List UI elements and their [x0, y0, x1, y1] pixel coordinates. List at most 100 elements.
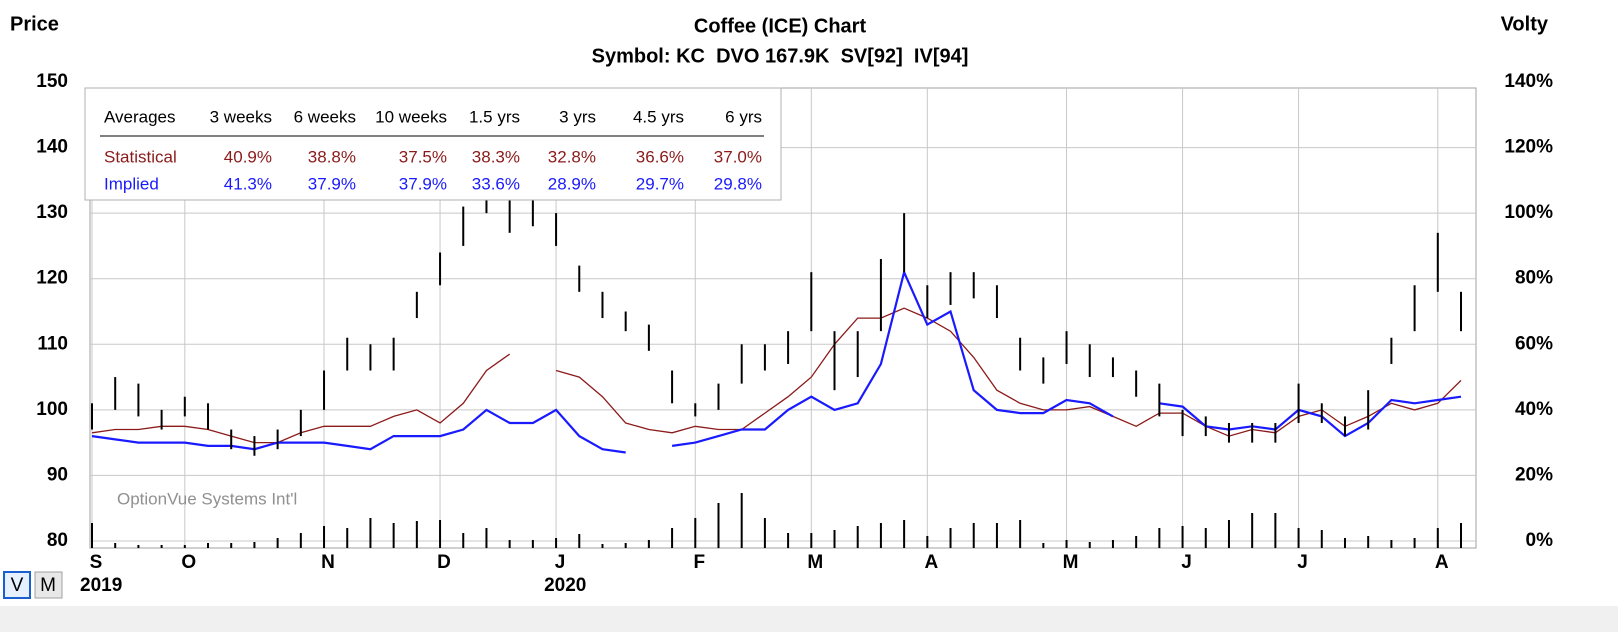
volume-bar	[299, 533, 302, 548]
year-label: 2019	[80, 575, 122, 596]
table-box	[84, 87, 782, 201]
y-tick-label: 130	[36, 202, 68, 223]
x-tick-label: J	[1297, 552, 1308, 573]
y2-tick-label: 60%	[1515, 333, 1553, 354]
volume-bar	[1320, 530, 1323, 548]
volume-bar	[787, 533, 790, 548]
volume-bar	[253, 542, 256, 548]
volume-bar	[578, 534, 581, 548]
averages-table: Averages 3 weeks 6 weeks 10 weeks 1.5 yrs 3 y…	[84, 87, 782, 201]
implied-volatility-line	[91, 408, 626, 454]
volume-bar	[810, 533, 813, 548]
volume-bar	[346, 528, 349, 548]
volume-bar	[1436, 528, 1439, 548]
x-tick-label: F	[693, 552, 705, 573]
y-tick-label: 90	[47, 464, 68, 485]
volume-bar	[531, 540, 534, 548]
y-tick-label: 120	[36, 268, 68, 289]
button-v[interactable]	[3, 571, 31, 599]
volume-bar	[1251, 513, 1254, 548]
volume-bar	[694, 518, 697, 548]
table-header: 10 weeks	[375, 107, 447, 126]
x-tick-label: M	[1063, 552, 1079, 573]
volume-bar	[671, 528, 674, 548]
table-header: 6 weeks	[294, 107, 356, 126]
volume-bar	[1343, 538, 1346, 548]
volume-bar	[856, 526, 859, 548]
y2-tick-label: 20%	[1515, 464, 1553, 485]
volume-bar	[230, 543, 233, 548]
volume-bar	[1181, 526, 1184, 548]
volume-bar	[1227, 520, 1230, 548]
volume-bar	[624, 543, 627, 548]
volume-bar	[439, 520, 442, 548]
volume-bar	[1042, 543, 1045, 548]
table-cell: 38.3%	[472, 147, 520, 166]
x-tick-label: J	[555, 552, 566, 573]
y-tick-label: 100	[36, 399, 68, 420]
y-tick-label: 80	[47, 530, 68, 551]
button-label[interactable]: V	[11, 575, 24, 596]
volume-bar	[160, 545, 163, 548]
y2-tick-label: 40%	[1515, 399, 1553, 420]
table-header: 3 weeks	[210, 107, 272, 126]
volume-bar	[369, 518, 372, 548]
volume-bar	[833, 530, 836, 548]
marks	[91, 186, 1462, 548]
volume-bar	[1390, 540, 1393, 548]
volume-bar	[1088, 542, 1091, 548]
table-cell: Implied	[104, 174, 159, 193]
volume-bar	[137, 545, 140, 548]
x-tick-label: D	[437, 552, 451, 573]
volume-bar	[207, 543, 210, 548]
volume-bar	[879, 523, 882, 548]
table-header: 4.5 yrs	[633, 107, 684, 126]
volume-bar	[462, 533, 465, 548]
x-tick-label: A	[924, 552, 938, 573]
volume-bar	[1111, 540, 1114, 548]
table-cell: 32.8%	[548, 147, 596, 166]
button-label[interactable]: M	[40, 575, 56, 596]
volume-bar	[1204, 528, 1207, 548]
table-cell: Statistical	[104, 147, 177, 166]
volume-bar	[763, 518, 766, 548]
volume-bar	[508, 540, 511, 548]
status-strip	[0, 606, 1618, 632]
table-cell: 37.5%	[399, 147, 447, 166]
volume-bar	[1413, 538, 1416, 548]
implied-volatility-line	[1159, 395, 1462, 438]
y2-axis-label: Volty	[1501, 13, 1549, 35]
table-cell: 37.9%	[399, 174, 447, 193]
x-tick-label: J	[1181, 552, 1192, 573]
volume-bar	[601, 544, 604, 548]
volume-bar	[1297, 528, 1300, 548]
y2-tick-label: 100%	[1504, 202, 1553, 223]
volume-bar	[995, 523, 998, 548]
button-m[interactable]	[34, 571, 63, 599]
table-header: Averages	[104, 107, 176, 126]
y-axis-label: Price	[10, 13, 59, 35]
table-cell: 29.8%	[714, 174, 762, 193]
volume-bar	[1367, 536, 1370, 548]
volume-bar	[926, 536, 929, 548]
table-cell: 37.0%	[714, 147, 762, 166]
watermark: OptionVue Systems Int'l	[117, 489, 297, 508]
table-cell: 33.6%	[472, 174, 520, 193]
volume-bar	[555, 538, 558, 548]
table-cell: 38.8%	[308, 147, 356, 166]
table-header: 3 yrs	[559, 107, 596, 126]
y-tick-label: 110	[37, 333, 68, 354]
volume-bar	[972, 523, 975, 548]
y2-tick-label: 80%	[1515, 268, 1553, 289]
volume-bar	[1135, 536, 1138, 548]
table-cell: 29.7%	[636, 174, 684, 193]
volume-bar	[740, 493, 743, 548]
volume-bar	[1019, 520, 1022, 548]
chart-subtitle: Symbol: KC DVO 167.9K SV[92] IV[94]	[592, 45, 969, 67]
table-cell: 28.9%	[548, 174, 596, 193]
volume-bar	[91, 523, 93, 548]
volume-bar	[485, 528, 488, 548]
table-header: 6 yrs	[725, 107, 762, 126]
table-header: 1.5 yrs	[469, 107, 520, 126]
